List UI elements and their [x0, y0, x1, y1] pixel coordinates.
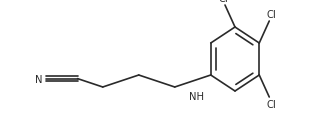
- Text: NH: NH: [189, 91, 204, 101]
- Text: Cl: Cl: [218, 0, 228, 4]
- Text: Cl: Cl: [266, 99, 276, 109]
- Text: N: N: [35, 74, 43, 84]
- Text: Cl: Cl: [266, 10, 276, 20]
